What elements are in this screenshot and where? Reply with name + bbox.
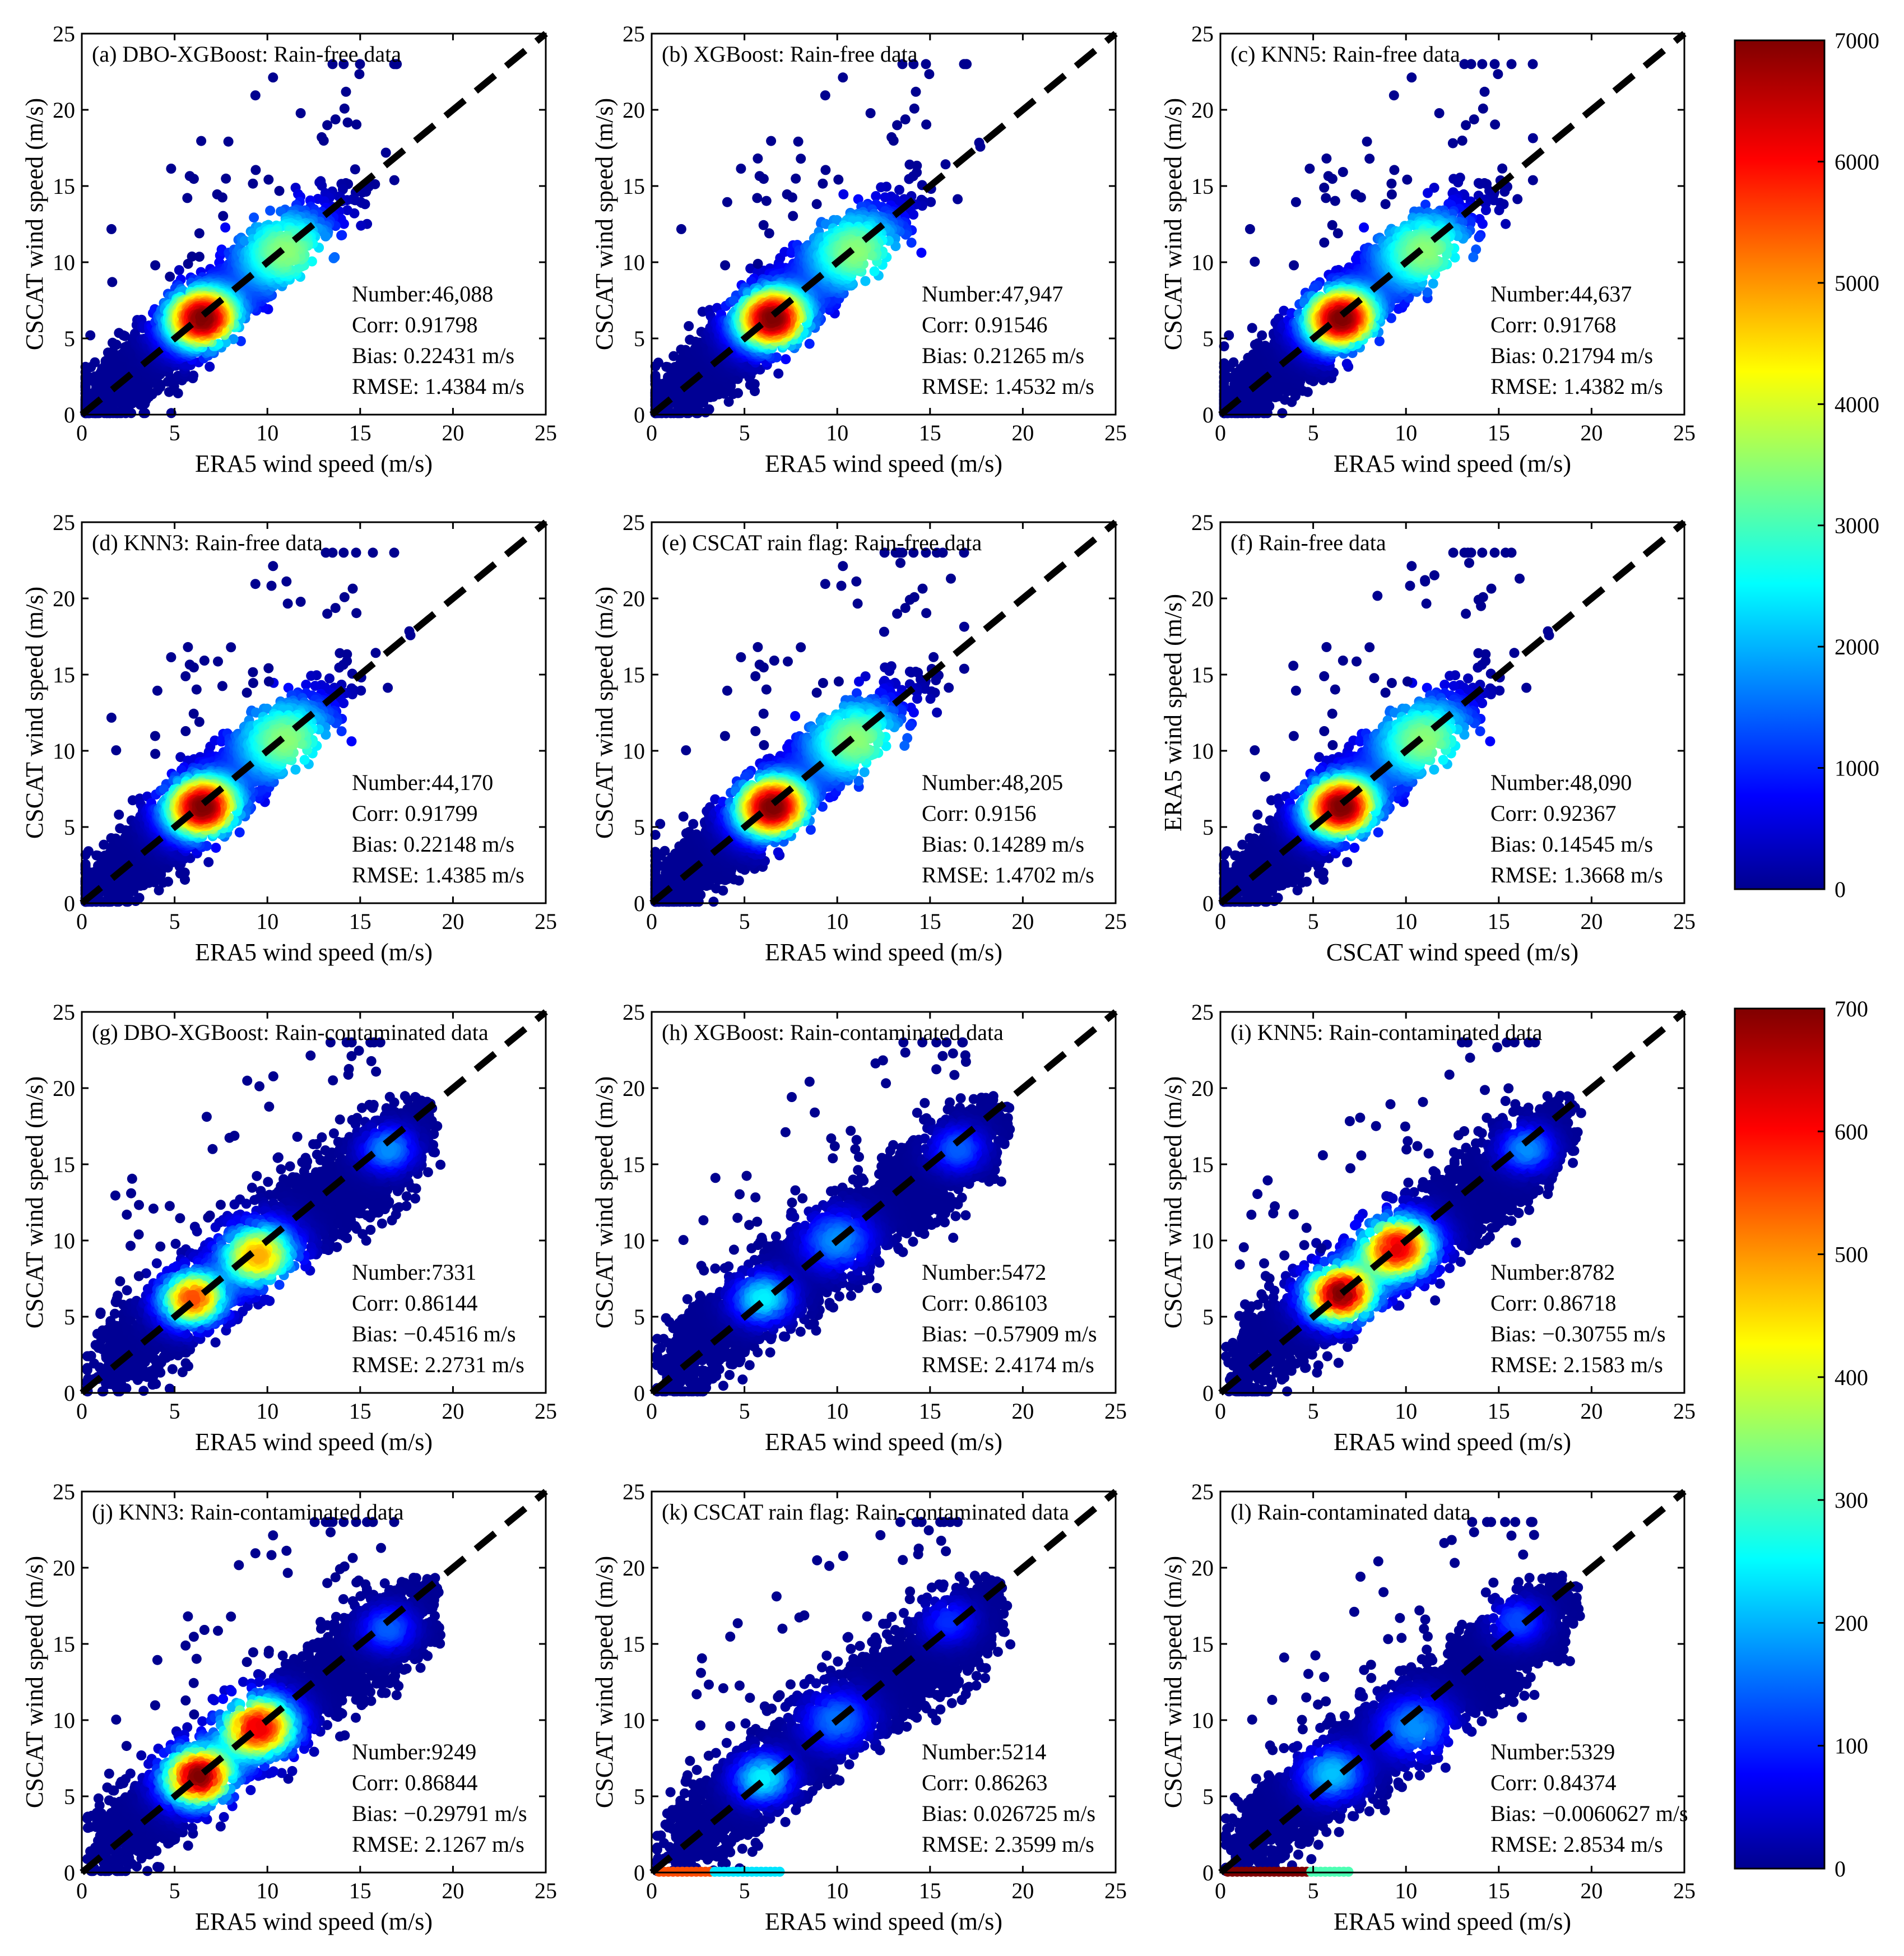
outlier-point — [194, 228, 205, 239]
stat-value: 1.4384 m/s — [425, 374, 524, 399]
scatter-panel-a: 0 5 10 15 20 25 0 5 10 15 20 25 ERA5 wind speed (m/s… — [21, 21, 557, 477]
stat-rmse: RMSE: 1.4384 m/s — [352, 374, 524, 399]
outlier-point — [218, 211, 229, 221]
outlier-point — [274, 185, 285, 196]
data-point — [904, 174, 914, 184]
x-tick-label: 15 — [349, 420, 371, 445]
outlier-point — [106, 224, 117, 234]
data-point — [249, 212, 259, 223]
data-point — [684, 321, 694, 331]
outlier-point — [196, 136, 207, 146]
outlier-point — [194, 252, 205, 262]
outlier-point — [250, 165, 261, 175]
x-tick-label: 0 — [76, 420, 87, 445]
data-point — [804, 338, 815, 349]
stat-value: 46,088 — [431, 281, 493, 306]
stat-label: Bias: — [352, 343, 403, 368]
x-tick-label: 5 — [169, 420, 180, 445]
data-point — [975, 141, 986, 152]
data-point — [894, 184, 904, 195]
outlier-point — [342, 117, 353, 128]
outlier-point — [166, 164, 177, 174]
outlier-point — [107, 277, 118, 287]
outlier-point — [182, 193, 193, 203]
stat-label: Corr: — [352, 312, 405, 337]
data-point — [356, 220, 366, 231]
outlier-point — [318, 136, 329, 146]
outlier-point — [217, 192, 227, 203]
y-tick-label: 0 — [64, 402, 75, 428]
stat-label: RMSE: — [352, 374, 425, 399]
data-point — [174, 265, 184, 276]
stat-label: Number: — [352, 281, 431, 306]
data-point — [733, 388, 743, 398]
data-point — [389, 175, 400, 185]
outlier-point — [322, 120, 333, 131]
y-tick-label: 10 — [53, 250, 75, 275]
data-point — [860, 276, 871, 286]
data-point — [336, 230, 347, 241]
data-point — [205, 361, 215, 372]
data-point — [265, 205, 276, 216]
data-point — [908, 210, 919, 220]
outlier-point — [339, 103, 350, 114]
panel-title: (a) DBO-XGBoost: Rain-free data — [92, 41, 401, 67]
outlier-point — [150, 260, 161, 271]
data-point — [838, 189, 849, 199]
data-point — [380, 147, 391, 158]
y-axis-label: CSCAT wind speed (m/s) — [21, 98, 48, 350]
y-tick-label: 20 — [53, 97, 75, 123]
data-point — [876, 182, 886, 193]
data-point — [338, 219, 349, 229]
data-point — [111, 340, 122, 350]
y-tick-label: 25 — [53, 21, 75, 47]
x-tick-label: 10 — [256, 420, 278, 445]
stat-corr: Corr: 0.91798 — [352, 312, 477, 337]
data-point — [781, 354, 791, 365]
outlier-point — [221, 173, 231, 184]
x-tick-label: 25 — [535, 420, 557, 445]
data-point — [773, 368, 784, 379]
y-tick-label: 5 — [64, 326, 75, 351]
data-point — [916, 248, 927, 258]
stat-bias: Bias: 0.22431 m/s — [352, 343, 514, 368]
data-point — [220, 222, 231, 233]
outlier-point — [223, 136, 234, 147]
stat-value: 0.22431 m/s — [403, 343, 514, 368]
panels-layer: 0 5 10 15 20 25 0 5 10 15 20 25 ERA5 wind speed (m/s… — [21, 21, 1696, 1935]
outlier-point — [330, 114, 341, 125]
data-point — [350, 164, 360, 175]
data-point — [940, 159, 951, 170]
stat-number: Number:46,088 — [352, 281, 493, 306]
outlier-point — [248, 178, 258, 189]
outlier-point — [263, 174, 274, 185]
data-point — [904, 159, 915, 170]
outlier-point — [295, 108, 306, 118]
outlier-point — [341, 86, 351, 97]
data-point — [328, 253, 339, 263]
x-axis-label: ERA5 wind speed (m/s) — [195, 450, 433, 477]
x-tick-label: 20 — [442, 420, 464, 445]
outlier-point — [250, 90, 261, 101]
outlier-point — [188, 174, 199, 184]
outlier-point — [268, 72, 278, 83]
data-point — [953, 194, 963, 205]
stat-value: 0.91798 — [405, 312, 477, 337]
y-tick-label: 15 — [53, 174, 75, 199]
outlier-point — [351, 119, 362, 130]
outlier-point — [354, 69, 365, 80]
outlier-point — [183, 258, 193, 269]
outlier-point — [165, 271, 175, 282]
data-point — [869, 266, 880, 277]
